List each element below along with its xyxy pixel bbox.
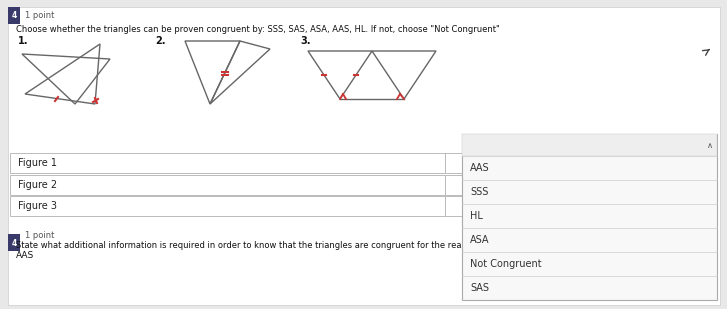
Bar	[8, 7, 20, 24]
Text: Figure 2: Figure 2	[18, 180, 57, 190]
Bar	[462, 134, 717, 300]
Text: Figure 3: Figure 3	[18, 201, 57, 211]
Text: 4: 4	[12, 239, 17, 248]
Text: HL: HL	[470, 211, 483, 221]
Text: ASA: ASA	[470, 235, 489, 245]
Text: 1 point: 1 point	[25, 11, 55, 20]
Text: AAS: AAS	[16, 251, 34, 260]
Bar	[10, 196, 445, 216]
Bar	[8, 234, 20, 251]
Text: State what additional information is required in order to know that the triangle: State what additional information is req…	[16, 240, 466, 249]
Bar	[445, 196, 465, 216]
Bar	[445, 175, 465, 195]
Bar	[10, 153, 445, 173]
Text: AAS: AAS	[470, 163, 489, 173]
Text: SAS: SAS	[470, 283, 489, 293]
Text: 1.: 1.	[18, 36, 28, 46]
Text: 3.: 3.	[300, 36, 310, 46]
Text: 2.: 2.	[155, 36, 166, 46]
Text: Figure 1: Figure 1	[18, 158, 57, 168]
Bar	[462, 134, 717, 156]
Text: 4: 4	[12, 11, 17, 20]
Text: SSS: SSS	[470, 187, 489, 197]
Text: Not Congruent: Not Congruent	[470, 259, 542, 269]
Text: 1 point: 1 point	[25, 231, 55, 239]
Text: Choose whether the triangles can be proven congruent by: SSS, SAS, ASA, AAS, HL.: Choose whether the triangles can be prov…	[16, 26, 499, 35]
Text: ∧: ∧	[707, 141, 713, 150]
Bar	[10, 175, 445, 195]
Bar	[445, 153, 465, 173]
